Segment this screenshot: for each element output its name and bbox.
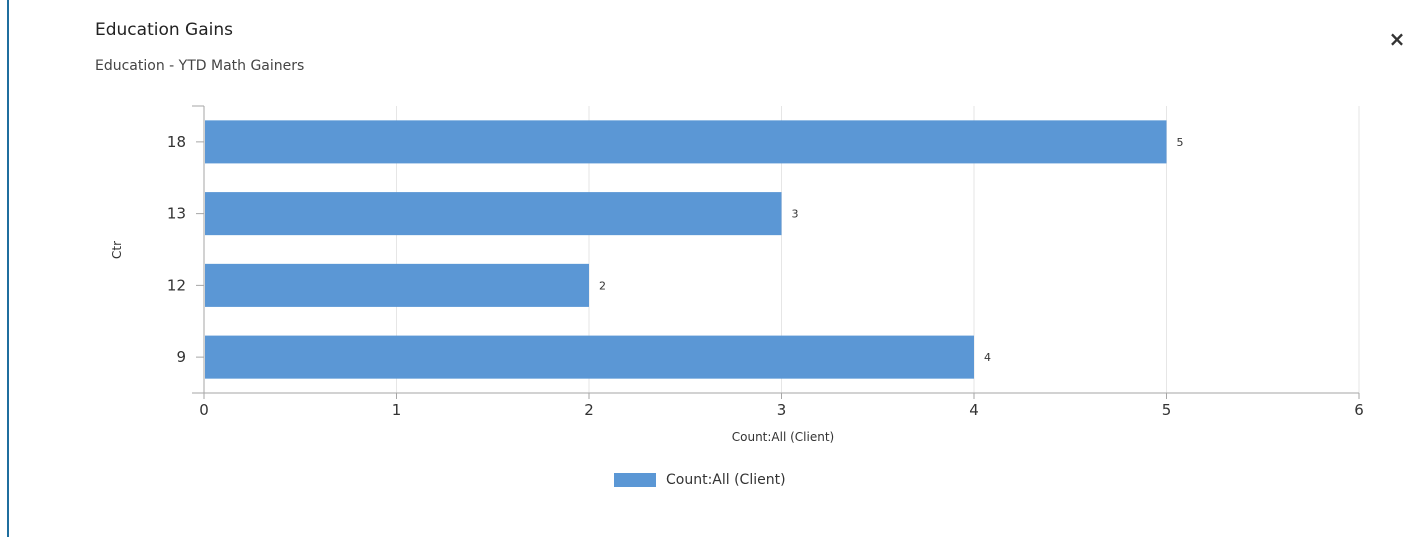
legend: Count:All (Client): [614, 472, 786, 488]
bar[interactable]: [205, 192, 782, 236]
data-label: 3: [792, 208, 799, 221]
x-tick-label: 0: [199, 401, 209, 419]
bar[interactable]: [205, 263, 589, 307]
axes: [192, 105, 1360, 399]
bar[interactable]: [205, 335, 974, 379]
bars: [205, 120, 1167, 379]
data-label: 5: [1177, 136, 1184, 149]
bar[interactable]: [205, 120, 1167, 164]
data-label: 4: [984, 351, 991, 364]
left-accent-rule: [7, 0, 9, 537]
x-tick-label: 6: [1354, 401, 1364, 419]
chart-title: Education Gains: [95, 20, 233, 40]
y-axis-title: Ctr: [110, 241, 124, 259]
y-tick-label: 18: [167, 133, 186, 151]
legend-label: Count:All (Client): [666, 472, 786, 488]
labels: 0 1 2 3 4 5 618 513 312 29 4: [167, 133, 1364, 419]
x-tick-label: 2: [584, 401, 594, 419]
x-axis-title: Count:All (Client): [732, 430, 834, 444]
close-icon[interactable]: ×: [1388, 27, 1406, 51]
legend-swatch: [614, 473, 656, 487]
x-tick-label: 3: [777, 401, 787, 419]
y-tick-label: 12: [167, 276, 186, 294]
y-tick-label: 9: [176, 348, 186, 366]
x-tick-label: 1: [392, 401, 402, 419]
data-label: 2: [599, 279, 606, 292]
chart-subtitle: Education - YTD Math Gainers: [95, 58, 305, 74]
x-tick-label: 5: [1162, 401, 1172, 419]
x-tick-label: 4: [969, 401, 979, 419]
y-tick-label: 13: [167, 205, 186, 223]
